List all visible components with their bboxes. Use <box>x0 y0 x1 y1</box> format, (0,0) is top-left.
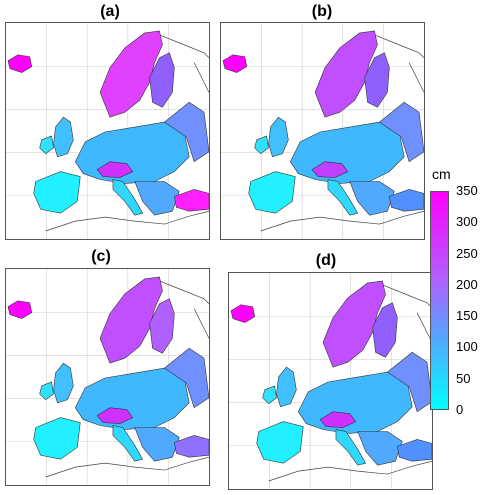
panel-label-b: (b) <box>311 3 333 20</box>
scandinavia <box>99 276 163 364</box>
balkans <box>134 427 180 462</box>
great-britain <box>53 116 74 158</box>
map-panel-c <box>5 268 210 486</box>
map-panel-d <box>228 272 433 490</box>
italy <box>327 179 359 216</box>
scandinavia <box>99 30 163 118</box>
ireland <box>39 135 54 155</box>
ireland <box>254 135 269 155</box>
iberia <box>248 171 296 214</box>
colorbar-tick: 100 <box>456 339 478 355</box>
alps <box>96 407 134 424</box>
turkey <box>397 439 432 462</box>
map-panel-b <box>220 22 425 240</box>
great-britain <box>268 116 289 158</box>
colorbar-unit: cm <box>432 166 451 182</box>
finland <box>149 298 175 354</box>
italy <box>335 429 367 466</box>
central-europe <box>289 121 405 184</box>
panel-label-a: (a) <box>100 3 120 20</box>
iberia <box>256 421 304 464</box>
central-europe <box>74 121 190 184</box>
colorbar-tick: 350 <box>456 183 478 198</box>
italy <box>112 425 144 462</box>
iceland <box>230 304 256 323</box>
eastern-europe <box>386 351 432 413</box>
eastern-europe <box>378 101 424 163</box>
finland <box>372 302 398 358</box>
eastern-europe <box>163 347 209 409</box>
colorbar-tick: 0 <box>456 402 464 417</box>
central-europe <box>297 371 413 434</box>
colorbar-tick: 150 <box>456 308 478 324</box>
colorbar-tick: 250 <box>456 245 478 261</box>
colorbar-tick: 50 <box>456 370 471 386</box>
colorbar-tick: 200 <box>456 276 478 292</box>
central-europe <box>74 367 190 430</box>
eastern-europe <box>163 101 209 163</box>
panel-label-c: (c) <box>91 248 111 265</box>
coastline <box>260 32 424 232</box>
great-britain <box>53 362 74 404</box>
iceland <box>7 54 33 73</box>
iceland <box>222 54 248 73</box>
panel-label-d: (d) <box>315 252 337 269</box>
balkans <box>349 181 395 216</box>
alps <box>311 161 349 178</box>
alps <box>319 411 357 428</box>
finland <box>149 52 175 108</box>
colorbar-tick: 300 <box>456 214 478 230</box>
colorbar <box>430 191 449 410</box>
iberia <box>33 171 81 214</box>
coastline <box>45 278 209 478</box>
iberia <box>33 417 81 460</box>
great-britain <box>276 366 297 408</box>
italy <box>112 179 144 216</box>
ireland <box>39 381 54 401</box>
map-panel-a <box>5 22 210 240</box>
alps <box>96 161 134 178</box>
balkans <box>357 431 403 466</box>
iceland <box>7 300 33 319</box>
turkey <box>174 435 209 458</box>
turkey <box>389 189 424 212</box>
turkey <box>174 189 209 212</box>
finland <box>364 52 390 108</box>
ireland <box>262 385 277 405</box>
balkans <box>134 181 180 216</box>
scandinavia <box>314 30 378 118</box>
scandinavia <box>322 280 386 368</box>
coastline <box>45 32 209 232</box>
